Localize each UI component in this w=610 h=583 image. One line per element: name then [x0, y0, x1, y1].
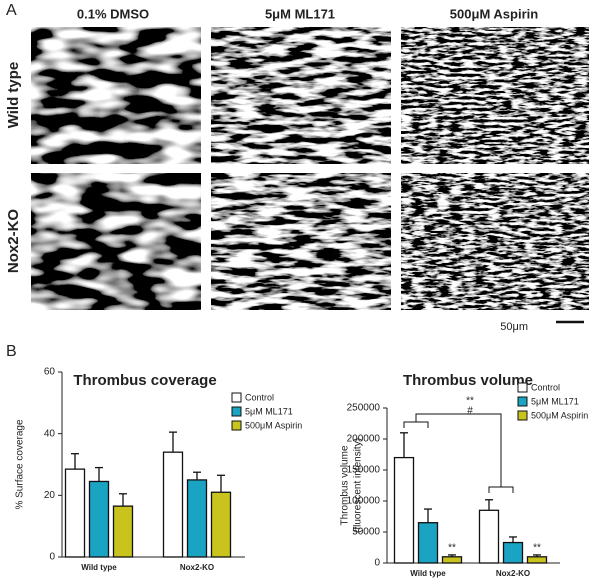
micrograph [31, 173, 201, 310]
significance-bracket [403, 413, 514, 493]
row-label: Wild type [5, 62, 22, 129]
x-tick-label: Wild type [410, 569, 446, 578]
bar [441, 556, 463, 564]
bar [210, 491, 232, 558]
annotation: ** [533, 543, 541, 554]
legend-label: Control [245, 392, 274, 402]
micrograph [211, 27, 391, 164]
legend-label: 5μM ML171 [531, 396, 579, 406]
micrographs [31, 27, 589, 310]
legend-swatch [517, 382, 528, 393]
legend-label: 500μM Aspirin [531, 410, 588, 420]
y-axis-label: % Surface coverage [15, 419, 26, 509]
y-tick-label: 100000 [347, 496, 381, 507]
chart-title: Thrombus volume [403, 372, 533, 389]
legend-swatch [517, 410, 528, 421]
y-axis-label: Thrombus volume [340, 445, 351, 525]
bar [417, 522, 439, 564]
annotation: # [467, 406, 473, 417]
y-tick-label: 20 [44, 490, 56, 501]
x-tick-label: Nox2-KO [496, 569, 530, 578]
column-header: 0.1% DMSO [77, 6, 149, 21]
scale-bar-label: 50μm [500, 321, 528, 333]
micrograph [401, 173, 589, 310]
y-tick-label: 60 [44, 367, 56, 378]
bar [393, 456, 415, 564]
y-tick-label: 40 [44, 428, 56, 439]
legend-swatch [231, 392, 242, 403]
x-tick-label: Wild type [81, 563, 117, 572]
micrograph [401, 27, 589, 164]
column-header: 5μM ML171 [265, 6, 335, 21]
y-tick-label: 150000 [347, 465, 381, 476]
annotation: ** [466, 396, 474, 407]
bar [162, 451, 184, 558]
bar [64, 468, 86, 558]
y-tick-label: 250000 [347, 403, 381, 414]
chart-title: Thrombus coverage [73, 372, 216, 389]
micrograph [31, 27, 201, 164]
y-tick-label: 200000 [347, 434, 381, 445]
bar [186, 479, 208, 558]
bar [526, 556, 548, 564]
legend-swatch [231, 406, 242, 417]
panel-label: A [6, 2, 17, 19]
bar [112, 505, 134, 558]
panel-label: B [6, 343, 17, 360]
micrograph [211, 173, 391, 310]
y-axis-label: (fluorescent intensity) [353, 438, 364, 533]
legend-swatch [231, 420, 242, 431]
column-header: 500μM Aspirin [450, 6, 538, 21]
y-tick-label: 50000 [352, 527, 380, 538]
annotation: ** [448, 543, 456, 554]
bar [502, 541, 524, 564]
y-tick-label: 0 [49, 552, 55, 563]
x-tick-label: Nox2-KO [180, 563, 214, 572]
legend-swatch [517, 396, 528, 407]
legend-label: Control [531, 382, 560, 392]
bar [478, 509, 500, 564]
y-tick-label: 0 [374, 558, 380, 569]
bar [88, 480, 110, 558]
legend-label: 500μM Aspirin [245, 420, 302, 430]
row-label: Nox2-KO [5, 209, 22, 274]
legend-label: 5μM ML171 [245, 406, 293, 416]
